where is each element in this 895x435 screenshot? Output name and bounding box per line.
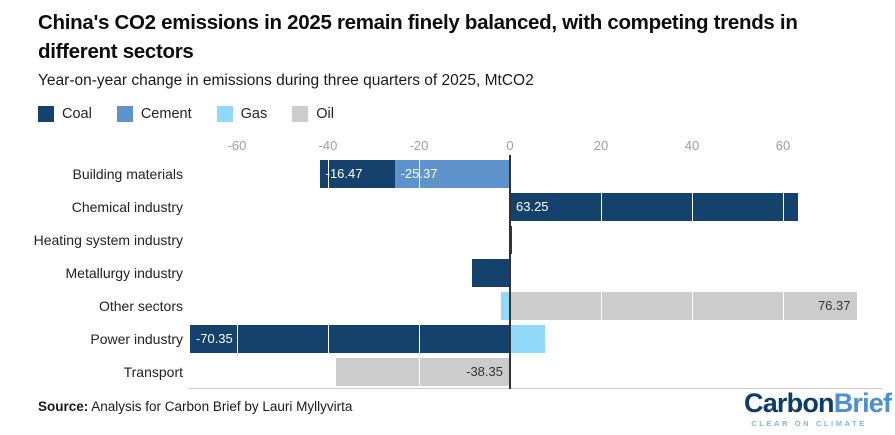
logo-tagline: CLEAR ON CLIMATE [751, 419, 867, 428]
legend-swatch-oil [292, 106, 309, 122]
bar-coal [471, 259, 510, 287]
legend-label: Cement [140, 106, 192, 122]
bar-gas [500, 292, 510, 320]
category-label: Chemical industry [71, 199, 183, 215]
x-axis-baseline [188, 388, 882, 389]
logo-wordmark: CarbonBrief [744, 388, 892, 418]
bar-oil [335, 358, 510, 386]
category-label: Building materials [72, 166, 184, 182]
value-label: 76.37 [817, 298, 851, 313]
logo-word-brief: Brief [833, 388, 892, 418]
category-label: Transport [123, 364, 183, 380]
axis-tick-label: 40 [684, 138, 700, 153]
legend-label: Oil [316, 106, 334, 122]
axis-tick-label: 0 [506, 138, 514, 153]
grid-line [601, 155, 602, 388]
axis-tick-label: -20 [409, 138, 429, 153]
bar-coal [189, 325, 510, 353]
bar-cement [394, 160, 510, 188]
source-line: Source: Analysis for Carbon Brief by Lau… [38, 399, 352, 414]
legend-label: Gas [240, 106, 268, 122]
legend-item-gas: Gas [216, 106, 268, 122]
legend-swatch-coal [38, 106, 54, 122]
logo-word-carbon: Carbon [744, 388, 835, 418]
axis-tick-label: 60 [775, 138, 791, 153]
legend-item-cement: Cement [116, 106, 192, 122]
bar-gas [510, 325, 546, 353]
axis-tick-label: 20 [593, 138, 609, 153]
category-label: Heating system industry [33, 232, 183, 248]
grid-line [783, 155, 784, 388]
carbonbrief-logo: CarbonBrief CLEAR ON CLIMATE [744, 388, 892, 428]
value-label: -16.47 [325, 166, 363, 181]
value-label: -70.35 [195, 331, 233, 346]
legend-swatch-cement [116, 106, 133, 122]
category-label: Other sectors [98, 298, 183, 314]
zero-axis-line [509, 155, 511, 389]
axis-tick-label: -40 [318, 138, 338, 153]
source-text: Analysis for Carbon Brief by Lauri Mylly… [88, 399, 353, 414]
chart-legend: Coal Cement Gas Oil [38, 106, 334, 122]
bar-coal [510, 226, 513, 254]
grid-line [419, 155, 420, 388]
bar-oil [510, 292, 858, 320]
value-label: -25.37 [400, 166, 438, 181]
bar-coal [319, 160, 395, 188]
legend-item-coal: Coal [38, 106, 92, 122]
value-label: -38.35 [466, 364, 503, 379]
chart-subtitle: Year-on-year change in emissions during … [38, 72, 534, 89]
category-label: Power industry [90, 331, 183, 347]
legend-item-oil: Oil [292, 106, 334, 122]
bar-coal [510, 193, 798, 221]
category-label: Metallurgy industry [65, 265, 184, 281]
legend-label: Coal [62, 106, 92, 122]
grid-line [328, 155, 329, 388]
axis-tick-label: -60 [227, 138, 247, 153]
chart-title: China's CO2 emissions in 2025 remain fin… [38, 11, 798, 63]
grid-line [237, 155, 238, 388]
legend-swatch-gas [216, 106, 233, 122]
source-label: Source: [38, 399, 89, 414]
value-label: 63.25 [516, 199, 549, 214]
grid-line [692, 155, 693, 388]
